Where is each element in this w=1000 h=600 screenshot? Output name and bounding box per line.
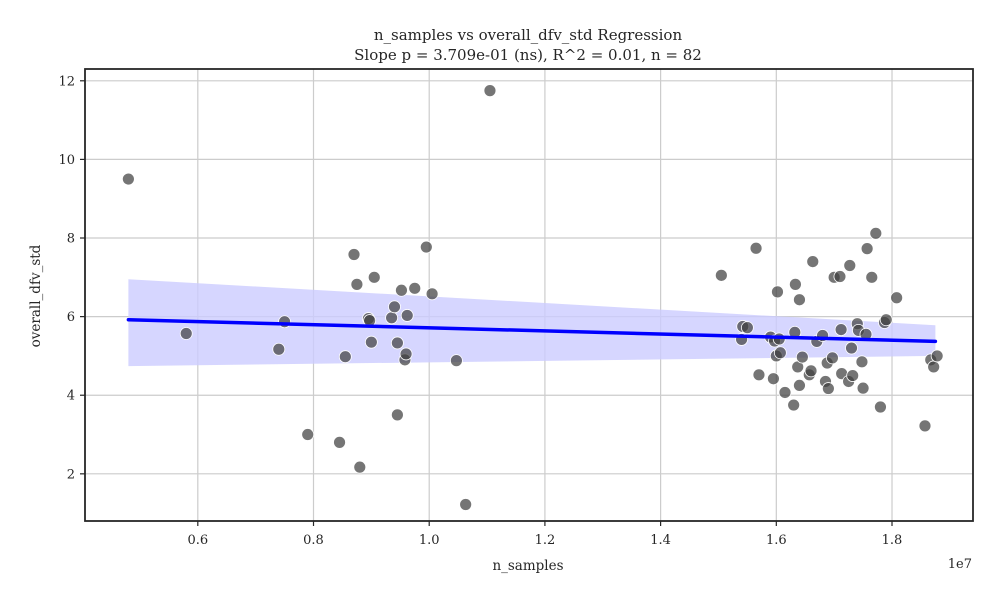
data-point: [390, 408, 404, 422]
data-point: [804, 364, 818, 378]
data-point: [890, 291, 904, 305]
data-point: [338, 350, 352, 364]
x-tick-label: 1.2: [535, 533, 556, 548]
x-offset-label: 1e7: [948, 557, 972, 572]
x-tick-label: 1.0: [419, 533, 440, 548]
data-point: [395, 283, 408, 297]
y-tick-label: 12: [58, 74, 75, 89]
x-tick-label: 1.8: [882, 533, 903, 548]
data-point: [749, 241, 763, 255]
data-point: [793, 378, 806, 392]
confidence-band: [128, 279, 936, 367]
data-point: [795, 350, 809, 364]
data-point: [855, 355, 869, 369]
data-point: [793, 293, 806, 307]
data-point: [272, 342, 286, 356]
data-point: [856, 381, 870, 395]
data-point: [388, 300, 401, 314]
data-point: [385, 311, 399, 325]
y-tick-label: 10: [58, 153, 75, 168]
axes-frame: [84, 68, 974, 522]
data-point: [806, 255, 820, 268]
data-point: [483, 84, 497, 98]
data-point: [459, 498, 473, 511]
data-point: [767, 372, 780, 386]
chart-title: n_samples vs overall_dfv_std Regression: [374, 26, 683, 44]
data-point: [449, 354, 463, 368]
x-axis-label: n_samples: [492, 558, 563, 574]
chart-subtitle: Slope p = 3.709e-01 (ns), R^2 = 0.01, n …: [354, 46, 702, 64]
data-point: [740, 321, 754, 335]
data-point: [408, 281, 422, 295]
x-tick-label: 1.6: [766, 533, 787, 548]
data-point: [874, 400, 887, 414]
data-point: [865, 270, 879, 284]
data-point: [918, 419, 932, 433]
data-point: [930, 349, 944, 363]
x-tick-label: 1.4: [650, 533, 671, 548]
data-point: [400, 309, 414, 322]
data-point: [846, 369, 860, 382]
y-tick-label: 6: [67, 310, 75, 325]
confidence-band-layer: [128, 279, 936, 367]
x-tick-label: 0.6: [187, 533, 208, 548]
x-ticks: 0.6 0.8 1.0 1.2 1.4 1.6 1.8: [187, 521, 902, 548]
y-tick-label: 8: [67, 232, 75, 247]
data-point: [778, 386, 792, 399]
data-point: [419, 240, 433, 254]
data-point: [353, 460, 367, 474]
data-point: [364, 335, 378, 349]
data-point: [860, 242, 874, 256]
data-point: [773, 346, 787, 360]
y-ticks: 2 4 6 8 10 12: [58, 74, 85, 482]
plot-frame: [84, 68, 974, 522]
y-tick-label: 4: [67, 389, 75, 404]
data-point: [845, 341, 858, 355]
y-tick-label: 2: [67, 467, 75, 482]
data-point: [821, 382, 835, 395]
x-tick-label: 0.8: [303, 533, 324, 548]
regression-line: [126, 318, 938, 344]
data-point: [752, 368, 766, 382]
data-point: [771, 285, 784, 299]
data-point: [367, 270, 381, 284]
data-point: [714, 268, 728, 282]
data-point: [121, 172, 135, 186]
regression-line-layer: [126, 318, 938, 344]
data-point: [425, 287, 439, 301]
data-point: [350, 277, 364, 291]
data-point: [879, 313, 893, 327]
data-point: [179, 327, 193, 340]
data-point: [826, 351, 839, 365]
data-point: [843, 259, 857, 272]
data-point: [347, 248, 361, 261]
data-point: [834, 323, 848, 336]
data-point: [278, 315, 291, 329]
y-axis-label: overall_dfv_std: [28, 244, 44, 347]
data-point: [333, 435, 346, 449]
data-point: [390, 336, 404, 350]
data-point: [869, 226, 883, 240]
data-point: [301, 428, 315, 441]
data-point: [927, 360, 941, 374]
data-point: [787, 398, 801, 412]
data-point: [833, 270, 847, 283]
data-point: [399, 347, 413, 361]
data-point: [789, 277, 802, 291]
